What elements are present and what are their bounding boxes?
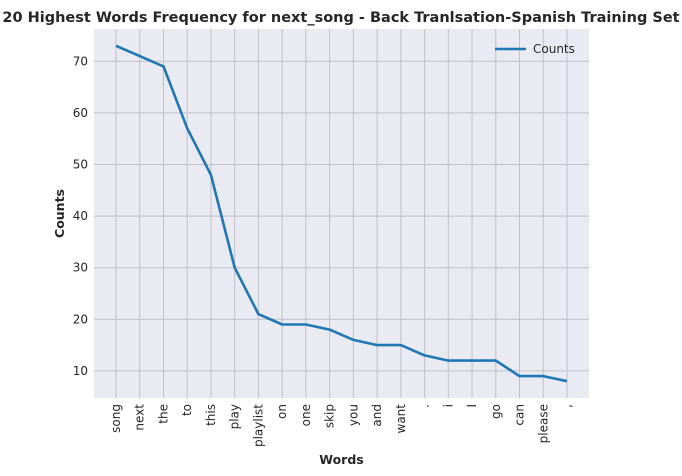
legend-label-counts: Counts (533, 42, 575, 56)
x-tick-label: I (465, 404, 479, 408)
x-tick-label: can (513, 404, 527, 426)
x-tick-label: one (299, 404, 313, 426)
series-line-counts (115, 44, 568, 383)
x-tick-label: on (275, 404, 289, 419)
x-tick-label: next (133, 404, 147, 431)
y-axis-label: Counts (52, 189, 67, 238)
x-tick-label: i (441, 404, 455, 407)
y-tick-label: 20 (73, 312, 88, 326)
chart-title: 20 Highest Words Frequency for next_song… (2, 10, 679, 26)
x-tick-label: skip (323, 404, 337, 428)
grid (94, 29, 589, 398)
x-tick-label: want (394, 404, 408, 434)
y-axis-ticks: 10 20 30 40 50 60 70 (73, 54, 88, 378)
y-tick-label: 10 (73, 364, 88, 378)
x-tick-label: . (418, 404, 432, 408)
x-tick-label: please (536, 404, 550, 443)
x-axis-label: Words (319, 452, 363, 467)
x-tick-label: this (204, 404, 218, 426)
plot-area (94, 29, 589, 398)
x-tick-label: play (228, 404, 242, 429)
y-tick-label: 70 (73, 54, 88, 68)
x-tick-label: to (180, 404, 194, 416)
y-tick-label: 60 (73, 106, 88, 120)
y-tick-label: 30 (73, 261, 88, 275)
x-tick-label: go (489, 404, 503, 419)
x-tick-label: , (560, 404, 574, 408)
x-tick-label: and (370, 404, 384, 427)
x-axis-ticks: song next the to this play playlist on one skip yo… (109, 404, 574, 447)
y-tick-label: 40 (73, 209, 88, 223)
x-tick-label: playlist (251, 404, 265, 447)
legend: Counts (495, 42, 575, 56)
x-tick-label: song (109, 404, 123, 433)
x-tick-label: the (156, 404, 170, 424)
x-tick-label: you (346, 404, 360, 426)
y-tick-label: 50 (73, 157, 88, 171)
